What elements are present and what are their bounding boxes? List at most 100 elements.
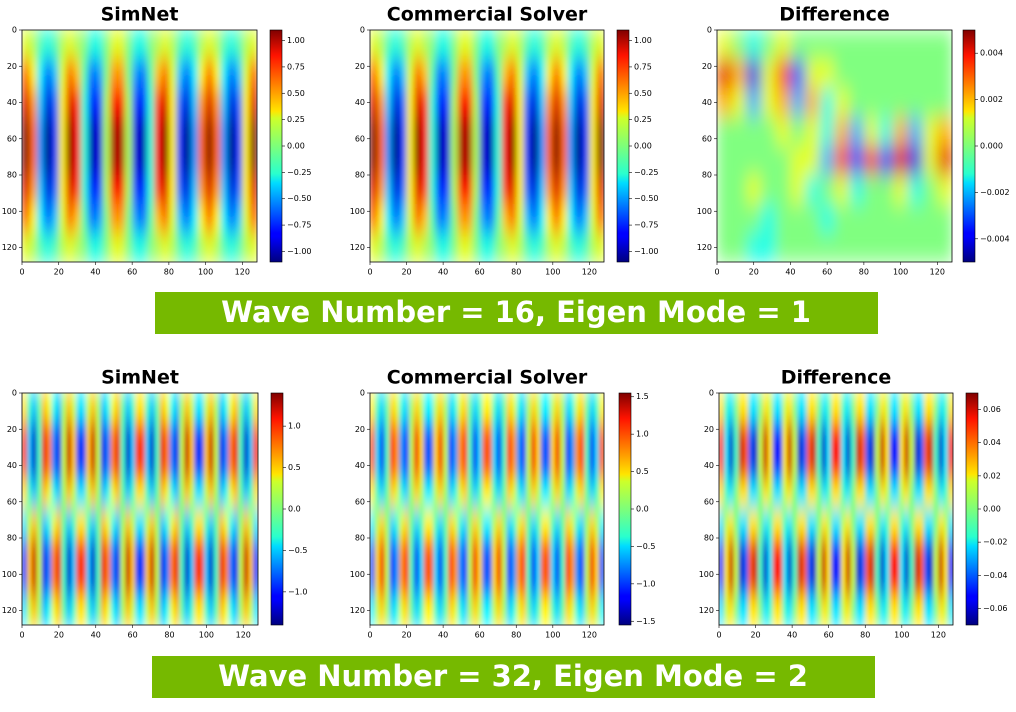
heatmap-cell (457, 393, 464, 423)
heatmap-cell (29, 117, 38, 147)
heatmap-cell (194, 509, 200, 539)
heatmap-cell (85, 480, 92, 510)
heatmap-cell (130, 567, 136, 597)
colorbar-tick-label: 0.04 (983, 438, 1001, 447)
heatmap-cell (923, 393, 930, 423)
heatmap-cell (487, 538, 493, 568)
heatmap-cell (218, 451, 225, 481)
heatmap-cell (58, 30, 67, 60)
heatmap-cell (923, 596, 930, 625)
heatmap-cell (472, 233, 481, 262)
heatmap-cell (758, 393, 764, 423)
heatmap-cell (242, 88, 251, 118)
heatmap-cell (584, 567, 590, 597)
heatmap-cell (212, 88, 221, 118)
heatmap-cell (428, 146, 437, 176)
heatmap-cell (594, 451, 600, 481)
plot-frame (718, 392, 954, 626)
heatmap-cell (406, 204, 415, 234)
heatmap-cell (948, 596, 953, 625)
heatmap-cell (733, 509, 740, 539)
chart-title: Commercial Solver (387, 4, 588, 26)
heatmap-cell (870, 596, 876, 625)
x-tick-label: 20 (54, 268, 64, 277)
heatmap-cell (249, 117, 257, 147)
heatmap-cell (428, 204, 437, 234)
heatmap-cell (146, 146, 155, 176)
heatmap-cell (501, 596, 508, 625)
heatmap-cell (753, 393, 759, 423)
heatmap-cell (423, 509, 430, 539)
heatmap-cell (164, 451, 171, 481)
y-tick-label: 0 (12, 26, 17, 35)
heatmap-cell (389, 509, 395, 539)
heatmap-cell (176, 117, 185, 147)
heatmap-cell (81, 567, 87, 597)
heatmap-cell (530, 509, 537, 539)
heatmap-cell (545, 88, 554, 118)
heatmap-cell (840, 567, 847, 597)
heatmap-cell (184, 393, 190, 423)
heatmap-cell (450, 204, 459, 234)
heatmap-cell (878, 30, 894, 60)
heatmap-cell (228, 509, 235, 539)
heatmap-cell (743, 567, 749, 597)
heatmap-cell (190, 233, 199, 262)
heatmap-cell (719, 393, 725, 423)
heatmap-cell (909, 567, 915, 597)
heatmap-cell (923, 538, 930, 568)
y-tick-label: 60 (355, 134, 365, 143)
heatmap-cell (523, 59, 532, 89)
heatmap-cell (937, 204, 952, 234)
heatmap-cell (878, 59, 894, 89)
heatmap-cell (377, 88, 386, 118)
heatmap-cell (560, 30, 569, 60)
heatmap-cell (95, 509, 102, 539)
heatmap-cell (22, 30, 30, 60)
y-tick-label: 40 (355, 461, 365, 470)
heatmap-cell (51, 88, 60, 118)
heatmap-cell (115, 393, 121, 423)
colorbar-tick-label: 0.5 (288, 463, 301, 472)
heatmap-cell (849, 117, 865, 147)
heatmap-cell (508, 59, 517, 89)
heatmap-cell (496, 596, 503, 625)
heatmap-cell (909, 538, 915, 568)
heatmap-cell (870, 393, 876, 423)
heatmap-cell (238, 596, 244, 625)
heatmap-cell (526, 422, 532, 452)
heatmap-cell (878, 175, 894, 205)
heatmap-cell (733, 393, 740, 423)
heatmap-cell (76, 422, 82, 452)
heatmap-cell (523, 204, 532, 234)
heatmap-cell (850, 393, 857, 423)
heatmap-cell (560, 451, 566, 481)
heatmap-cell (213, 480, 220, 510)
heatmap-cell (596, 117, 604, 147)
heatmap-cell (746, 233, 762, 262)
heatmap-cell (66, 596, 72, 625)
heatmap-cell (501, 480, 508, 510)
heatmap-cell (130, 451, 136, 481)
heatmap-cells (22, 30, 257, 262)
heatmap-cell (149, 422, 156, 452)
y-tick-label: 40 (702, 98, 712, 107)
heatmap-cell (212, 59, 221, 89)
heatmap-cell (253, 451, 258, 481)
heatmap-cell (840, 422, 847, 452)
heatmap-cell (438, 480, 444, 510)
heatmap-cell (831, 451, 837, 481)
heatmap-cell (589, 422, 595, 452)
heatmap-cell (782, 480, 788, 510)
heatmap-cell (584, 393, 590, 423)
heatmap-cell (227, 88, 236, 118)
heatmap-cell (717, 204, 733, 234)
heatmap-cell (413, 88, 422, 118)
heatmap-cell (535, 509, 542, 539)
heatmap-cell (909, 480, 915, 510)
heatmap-cell (777, 538, 783, 568)
heatmap-cell (907, 204, 924, 234)
y-tick-label: 60 (355, 497, 365, 506)
